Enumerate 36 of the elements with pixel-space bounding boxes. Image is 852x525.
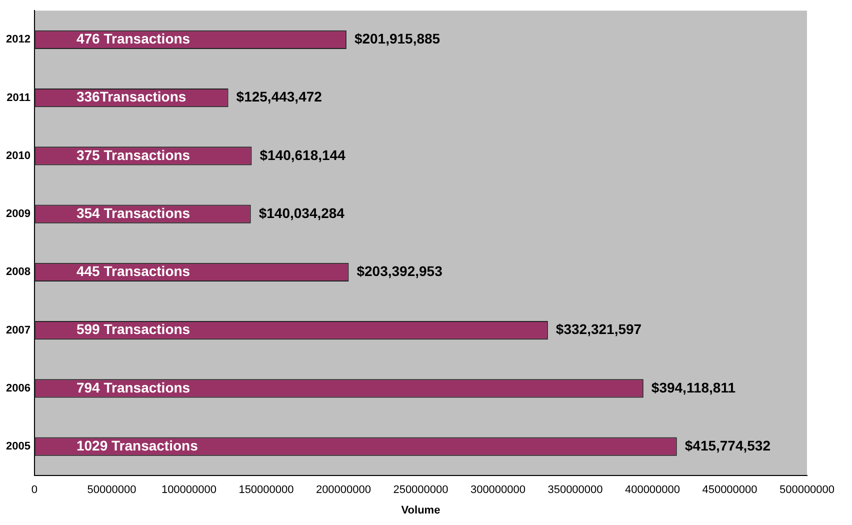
data-label: $140,034,284 [258, 204, 345, 221]
annotation: 599 Transactions [76, 321, 190, 338]
data-label: $394,118,811 [651, 379, 736, 396]
y-tick-label: 2008 [6, 266, 30, 278]
annotation: 1029 Transactions [76, 437, 198, 454]
y-tick-label: 2007 [6, 324, 30, 336]
x-tick-label: 500000000 [779, 484, 835, 496]
data-label: $415,774,532 [684, 437, 771, 454]
x-tick-label: 350000000 [548, 484, 603, 496]
data-label: $201,915,885 [354, 30, 440, 47]
data-label: $203,392,953 [356, 263, 443, 280]
x-tick-label: 250000000 [393, 484, 448, 496]
x-tick-label: 50000000 [87, 484, 136, 496]
x-axis-title: Volume [401, 504, 440, 516]
y-tick-label: 2010 [6, 150, 30, 162]
x-tick-label: 200000000 [316, 484, 372, 496]
data-label: $140,618,144 [260, 146, 346, 163]
annotation: 794 Transactions [76, 379, 190, 396]
annotation: 445 Transactions [76, 263, 190, 280]
annotation: 375 Transactions [76, 146, 190, 163]
data-label: $332,321,597 [556, 321, 642, 338]
annotation: 354 Transactions [76, 204, 190, 221]
annotation: 336Transactions [76, 88, 186, 105]
x-tick-label: 300000000 [470, 484, 526, 496]
x-tick-label: 150000000 [238, 484, 294, 496]
y-tick-label: 2011 [6, 92, 30, 104]
x-tick-label: 0 [31, 484, 38, 496]
y-tick-label: 2009 [6, 208, 30, 220]
y-tick-label: 2012 [6, 34, 30, 46]
x-tick-label: 100000000 [161, 484, 217, 496]
x-tick-label: 450000000 [702, 484, 758, 496]
annotation: 476 Transactions [76, 30, 190, 47]
data-label: $125,443,472 [236, 88, 322, 105]
x-tick-label: 400000000 [624, 484, 680, 496]
y-tick-label: 2005 [6, 440, 30, 453]
y-tick-label: 2006 [6, 382, 30, 394]
